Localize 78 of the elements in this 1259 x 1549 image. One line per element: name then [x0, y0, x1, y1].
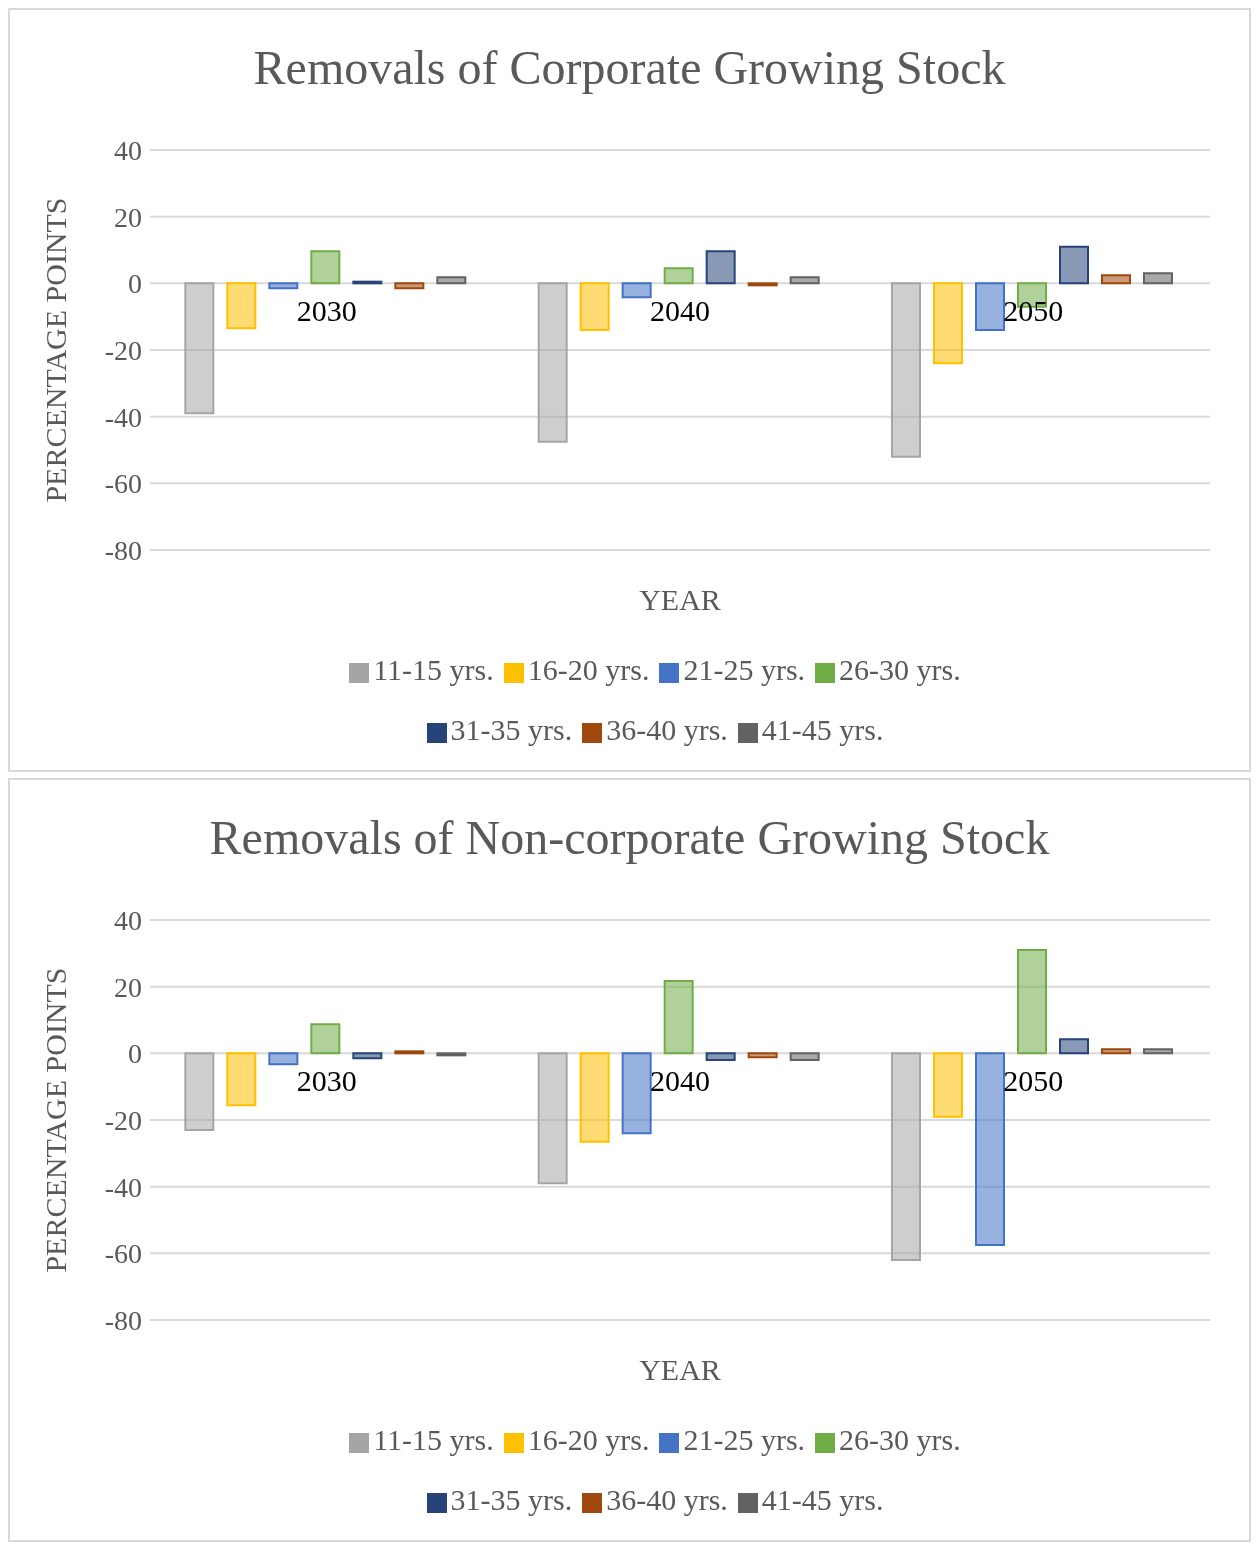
x-axis-title: YEAR [639, 1353, 721, 1386]
x-tick-label: 2030 [296, 294, 357, 328]
legend-label: 31-35 yrs. [450, 713, 573, 746]
legend-label: 41-45 yrs. [761, 1483, 884, 1516]
bar [537, 282, 568, 443]
bar [1101, 1048, 1131, 1055]
legend-label: 11-15 yrs. [373, 653, 494, 686]
y-axis-title: PERCENTAGE POINTS [38, 197, 72, 503]
bar [226, 282, 257, 330]
legend-label: 36-40 yrs. [606, 713, 728, 746]
legend-label: 11-15 yrs. [373, 1423, 494, 1456]
bar [663, 980, 694, 1055]
y-tick-label: -20 [104, 334, 142, 366]
x-tick-label: 2030 [296, 1064, 357, 1098]
bar [1143, 272, 1173, 285]
bar [268, 1052, 299, 1066]
x-tick-label: 2040 [650, 294, 710, 328]
y-tick-label: -80 [104, 534, 142, 566]
x-axis-title: YEAR [639, 583, 721, 616]
chart-title: Removals of Non-corporate Growing Stock [208, 810, 1051, 866]
bar [705, 1052, 736, 1061]
bar [891, 1052, 921, 1261]
y-tick-label: 0 [128, 1038, 142, 1070]
legend-label: 26-30 yrs. [839, 1423, 961, 1456]
bar [394, 282, 425, 290]
y-tick-label: 40 [114, 134, 142, 166]
bar [975, 282, 1005, 331]
bar [933, 1052, 963, 1118]
bar [933, 282, 963, 365]
y-tick-label: 0 [128, 268, 142, 300]
chart-title: Removals of Corporate Growing Stock [252, 40, 1007, 96]
y-tick-label: -80 [104, 1304, 142, 1336]
legend-label: 41-45 yrs. [761, 713, 884, 746]
bar [663, 267, 694, 285]
y-axis-title: PERCENTAGE POINTS [38, 967, 72, 1273]
y-tick-label: 20 [114, 971, 142, 1003]
bar [436, 1052, 467, 1057]
legend-label: 21-25 yrs. [683, 1423, 806, 1456]
bar [1101, 274, 1131, 285]
y-tick-label: 20 [114, 201, 142, 233]
bar [1017, 949, 1047, 1055]
y-tick-label: 40 [114, 904, 142, 936]
bar [747, 282, 778, 287]
bar [579, 1052, 610, 1143]
bar [1059, 1038, 1089, 1055]
bar [891, 282, 921, 458]
bar [226, 1052, 257, 1107]
bar [621, 282, 652, 299]
y-tick-label: -60 [104, 468, 142, 500]
x-tick-label: 2040 [650, 1064, 710, 1098]
bar [184, 1052, 215, 1131]
y-tick-label: -40 [104, 401, 142, 433]
y-tick-label: -60 [104, 1238, 142, 1270]
bar [579, 282, 610, 331]
y-tick-label: -40 [104, 1171, 142, 1203]
bar [310, 250, 341, 285]
bar [621, 1052, 652, 1135]
bar [352, 1052, 383, 1060]
bar [705, 250, 736, 285]
y-tick-label: -20 [104, 1104, 142, 1136]
bar [436, 276, 467, 285]
bar [537, 1052, 568, 1185]
legend-label: 21-25 yrs. [683, 653, 806, 686]
legend-label: 31-35 yrs. [450, 1483, 573, 1516]
bar [789, 1052, 820, 1061]
legend-label: 26-30 yrs. [839, 653, 961, 686]
bar [394, 1050, 425, 1055]
legend-label: 16-20 yrs. [527, 653, 650, 686]
bar [975, 1052, 1005, 1246]
bar [184, 282, 215, 415]
legend-label: 16-20 yrs. [527, 1423, 650, 1456]
bar [310, 1023, 341, 1055]
bar [747, 1052, 778, 1059]
legend-label: 36-40 yrs. [606, 1483, 728, 1516]
bar [789, 276, 820, 285]
bar [1143, 1048, 1173, 1055]
bar [268, 282, 299, 290]
bar [1059, 245, 1089, 285]
